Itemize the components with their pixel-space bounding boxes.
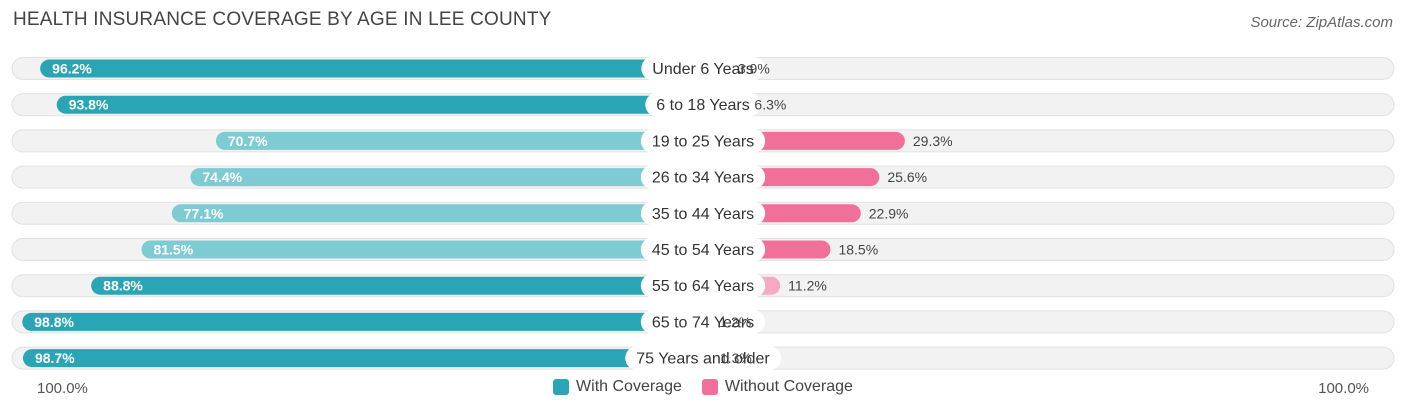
data-label-with-coverage: 77.1% [184, 205, 224, 221]
bar-row: 88.8% 55 to 64 Years 11.2% [11, 273, 1395, 298]
bar-with-coverage[interactable] [56, 95, 703, 114]
data-label-without-coverage: 22.9% [869, 205, 909, 221]
category-label-background [640, 237, 766, 262]
category-label-background [625, 346, 782, 371]
category-label-background [641, 56, 765, 81]
bar-with-coverage[interactable] [91, 276, 704, 295]
axis-left-label: 100.0% [37, 380, 88, 397]
data-label-with-coverage: 98.7% [35, 350, 75, 366]
data-label-with-coverage: 88.8% [103, 278, 143, 294]
legend-label-with-coverage: With Coverage [576, 378, 682, 395]
legend: With Coverage Without Coverage [0, 378, 1406, 396]
bar-with-coverage[interactable] [22, 349, 703, 368]
data-label-with-coverage: 96.2% [52, 61, 92, 77]
data-label-without-coverage: 3.9% [738, 61, 770, 77]
legend-swatch-with-coverage [553, 379, 570, 395]
data-label-without-coverage: 25.6% [887, 169, 927, 185]
data-label-with-coverage: 74.4% [202, 169, 242, 185]
legend-swatch-without-coverage [701, 379, 718, 395]
bar-with-coverage[interactable] [190, 168, 703, 187]
legend-item-without-coverage[interactable]: Without Coverage [701, 378, 853, 396]
legend-label-without-coverage: Without Coverage [724, 378, 853, 395]
category-label-background [640, 165, 766, 190]
bar-with-coverage[interactable] [171, 204, 703, 223]
bar-row: 81.5% 45 to 54 Years 18.5% [11, 237, 1395, 262]
category-label: 55 to 64 Years [652, 278, 754, 295]
bar-row: 77.1% 35 to 44 Years 22.9% [11, 201, 1395, 226]
data-label-without-coverage: 6.3% [754, 97, 786, 113]
bar-row: 70.7% 19 to 25 Years 29.3% [11, 128, 1395, 153]
category-label: 75 Years and older [636, 351, 770, 368]
category-label: 45 to 54 Years [652, 242, 754, 259]
chart-source: Source: ZipAtlas.com [1250, 14, 1393, 31]
data-label-without-coverage: 1.2% [719, 314, 751, 330]
data-label-without-coverage: 29.3% [913, 133, 953, 149]
category-label: 19 to 25 Years [652, 133, 754, 150]
category-label-background [640, 128, 766, 153]
bar-row: 74.4% 26 to 34 Years 25.6% [11, 165, 1395, 190]
data-label-with-coverage: 81.5% [153, 242, 193, 258]
legend-item-with-coverage[interactable]: With Coverage [553, 378, 682, 396]
bar-with-coverage[interactable] [40, 59, 703, 78]
category-label: 26 to 34 Years [652, 170, 754, 187]
category-label-background [640, 309, 766, 334]
bar-with-coverage[interactable] [141, 240, 704, 259]
category-label-background [640, 201, 766, 226]
data-label-with-coverage: 98.8% [34, 314, 74, 330]
data-label-without-coverage: 11.2% [788, 278, 827, 294]
data-label-with-coverage: 70.7% [228, 133, 268, 149]
category-label: 6 to 18 Years [656, 97, 749, 114]
bar-with-coverage[interactable] [215, 131, 703, 150]
category-label-background [645, 92, 761, 117]
data-label-with-coverage: 93.8% [69, 97, 109, 113]
bar-with-coverage[interactable] [22, 312, 703, 331]
data-label-without-coverage: 1.3% [720, 350, 752, 366]
axis-right-label: 100.0% [1318, 380, 1369, 397]
chart-title: HEALTH INSURANCE COVERAGE BY AGE IN LEE … [13, 9, 552, 30]
category-label: 35 to 44 Years [652, 206, 754, 223]
bar-row: 93.8% 6 to 18 Years 6.3% [11, 92, 1395, 117]
category-label: 65 to 74 Years [652, 314, 754, 331]
category-label-background [640, 273, 766, 298]
data-label-without-coverage: 18.5% [838, 242, 878, 258]
category-label: Under 6 Years [652, 61, 753, 78]
